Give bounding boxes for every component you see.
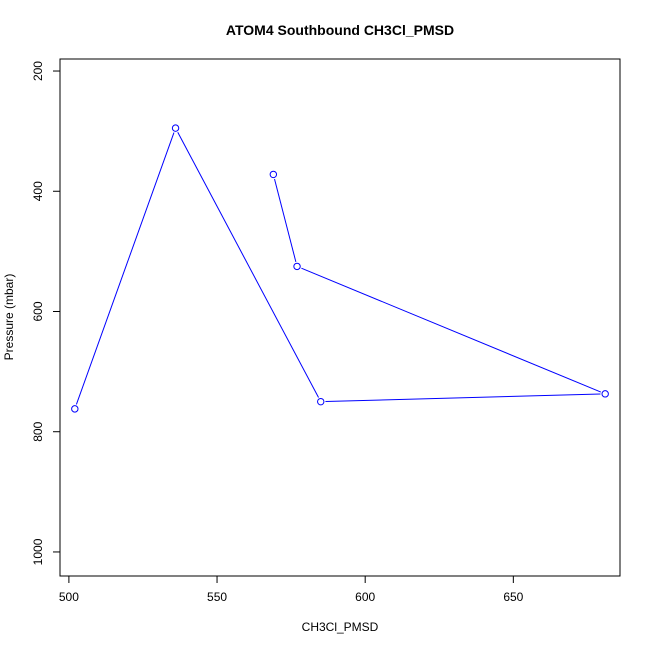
data-point [71, 405, 79, 413]
data-point [171, 124, 180, 132]
series-line-segment [75, 132, 175, 405]
x-tick-label: 600 [355, 590, 375, 604]
x-tick-label: 500 [59, 590, 79, 604]
series-line-segment [301, 267, 602, 393]
y-axis-label: Pressure (mbar) [2, 274, 16, 361]
series-line-segment [177, 132, 319, 398]
y-tick-label: 400 [31, 181, 45, 201]
data-point [293, 262, 301, 271]
series-layer [71, 124, 609, 413]
plot-frame [59, 58, 621, 577]
series-line-segment [274, 178, 297, 262]
y-tick-label: 200 [31, 61, 45, 81]
x-axis: 500 550 600 650 [59, 575, 524, 604]
series-line-segment [325, 393, 601, 403]
data-point [317, 397, 325, 406]
x-axis-label: CH3Cl_PMSD [302, 620, 379, 634]
data-point [269, 170, 278, 179]
y-axis: 200 400 600 800 1000 [31, 61, 61, 565]
chart-title: ATOM4 Southbound CH3Cl_PMSD [226, 22, 454, 38]
data-point [601, 390, 609, 398]
x-tick-label: 650 [503, 590, 523, 604]
y-tick-label: 600 [31, 301, 45, 321]
y-tick-label: 800 [31, 421, 45, 441]
y-tick-label: 1000 [31, 538, 45, 565]
x-tick-label: 550 [207, 590, 227, 604]
